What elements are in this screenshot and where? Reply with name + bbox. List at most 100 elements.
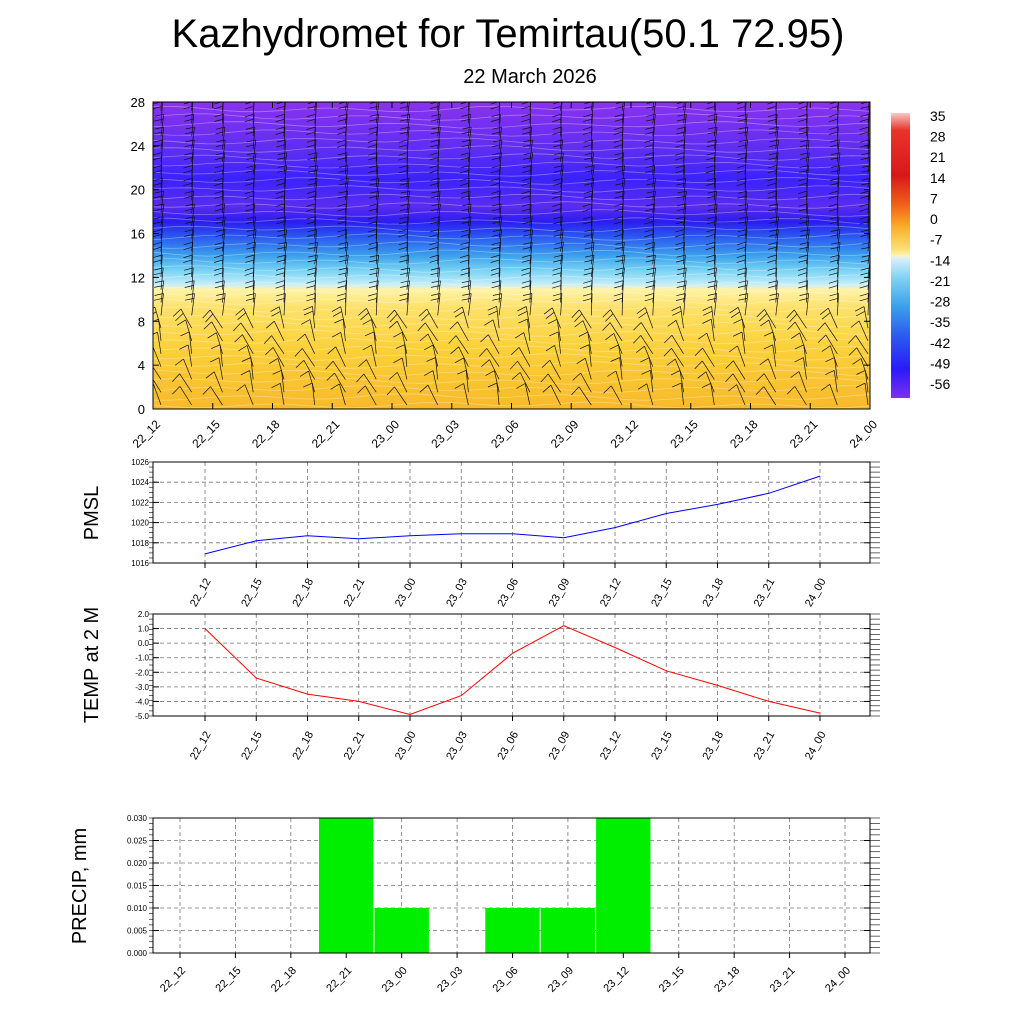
precip-x-tick-label: 22_18 — [269, 965, 299, 995]
pmsl-x-tick-label: 22_15 — [239, 577, 265, 609]
precip-panel: PRECIP, mm 0.000 0.005 0.010 0.015 0.020 0.02… — [69, 814, 880, 995]
colorbar-tick-label: -56 — [930, 376, 950, 392]
wind-barbs — [153, 102, 870, 406]
precip-y-tick-label: 0.030 — [127, 814, 148, 823]
cs-x-tick-label: 23_00 — [369, 417, 403, 451]
pmsl-x-tick-label: 23_00 — [393, 577, 419, 609]
pmsl-x-tick-label: 22_21 — [342, 577, 368, 609]
cs-y-tick-label: 0 — [138, 402, 145, 417]
precip-y-tick-label: 0.020 — [127, 859, 148, 868]
precip-x-tick-label: 22_15 — [213, 965, 243, 995]
precip-x-tick-label: 23_00 — [380, 965, 410, 995]
cs-x-tick-label: 23_12 — [608, 417, 642, 451]
cs-x-tick-label: 22_18 — [249, 417, 283, 451]
colorbar-tick-label: -42 — [930, 335, 950, 351]
colorbar-tick-label: -21 — [930, 273, 950, 289]
colorbar-tick-label: -14 — [930, 252, 950, 268]
page-title: Kazhydromet for Temirtau(50.1 72.95) — [171, 12, 845, 56]
colorbar-scale — [891, 113, 910, 398]
temp-ylabel: TEMP at 2 M — [81, 607, 103, 723]
temp-x-tick-label: 23_15 — [649, 730, 675, 762]
cs-y-tick-label: 12 — [131, 270, 145, 285]
colorbar-tick-label: -35 — [930, 314, 950, 330]
cs-x-tick-label: 23_03 — [428, 417, 462, 451]
cs-x-tick-label: 23_18 — [727, 417, 761, 451]
pmsl-y-tick-label: 1020 — [131, 519, 149, 528]
precip-x-tick-label: 23_03 — [435, 965, 465, 995]
precip-x-tick-label: 24_00 — [823, 965, 853, 995]
cs-x-tick-label: 22_21 — [309, 417, 343, 451]
temp-y-tick-label: 1.0 — [138, 625, 150, 634]
colorbar-tick-label: 21 — [930, 149, 946, 165]
precip-y-tick-label: 0.005 — [127, 927, 148, 936]
pmsl-x-tick-label: 23_18 — [700, 577, 726, 609]
precip-x-tick-label: 22_21 — [324, 965, 354, 995]
colorbar-tick-label: 35 — [930, 108, 946, 124]
pmsl-ylabel: PMSL — [81, 486, 103, 540]
temp-y-tick-label: -1.0 — [135, 654, 149, 663]
cs-y-tick-label: 4 — [138, 358, 145, 373]
temp-y-tick-label: 2.0 — [138, 610, 150, 619]
cs-y-tick-label: 20 — [131, 183, 145, 198]
pmsl-x-tick-label: 23_09 — [547, 577, 573, 609]
temp-y-tick-label: -5.0 — [135, 712, 149, 721]
pmsl-y-tick-label: 1026 — [131, 458, 149, 467]
temp-x-tick-label: 22_15 — [239, 730, 265, 762]
colorbar-tick-label: 0 — [930, 211, 938, 227]
precip-bar — [319, 818, 374, 953]
precip-x-tick-label: 23_21 — [768, 965, 798, 995]
cs-y-tick-label: 16 — [131, 227, 145, 242]
pmsl-series-line — [204, 475, 821, 555]
pmsl-y-tick-label: 1016 — [131, 559, 149, 568]
cs-y-tick-label: 8 — [138, 314, 145, 329]
precip-x-tick-label: 23_09 — [546, 965, 576, 995]
temp-x-tick-label: 23_09 — [547, 730, 573, 762]
temp-panel: TEMP at 2 M -5.0 -4.0 -3.0 -2.0 -1.0 0.0 1.0 2.… — [81, 607, 880, 762]
precip-x-axis: 22_12 22_15 22_18 22_21 23_00 23_03 23_06 23_09… — [158, 965, 853, 995]
precip-y-tick-label: 0.015 — [127, 882, 148, 891]
temp-y-tick-label: -4.0 — [135, 697, 149, 706]
pmsl-x-tick-label: 22_12 — [188, 577, 214, 609]
pmsl-y-tick-label: 1018 — [131, 539, 149, 548]
pmsl-panel: PMSL 1016 1018 1020 1022 1024 1026 22_12 22_15… — [81, 458, 880, 609]
precip-y-tick-label: 0.000 — [127, 949, 148, 958]
temp-y-tick-label: 0.0 — [138, 639, 150, 648]
colorbar-tick-label: 7 — [930, 190, 938, 206]
temperature-field — [153, 102, 870, 409]
precip-x-tick-label: 23_06 — [491, 965, 521, 995]
cross-section-panel: 0 4 8 12 16 20 24 28 22_12 22_15 22_18 22_21 23_00 2… — [130, 95, 881, 451]
temp-x-tick-label: 23_03 — [444, 730, 470, 762]
cs-y-tick-label: 28 — [131, 95, 145, 110]
isotherm-contours — [153, 105, 870, 409]
cs-x-tick-label: 22_12 — [130, 417, 164, 451]
temp-x-tick-label: 23_18 — [700, 730, 726, 762]
temp-x-axis: 22_12 22_15 22_18 22_21 23_00 23_03 23_06 23_09… — [188, 730, 829, 762]
cs-x-tick-label: 23_15 — [667, 417, 701, 451]
precip-x-tick-label: 22_12 — [158, 965, 188, 995]
temp-series-line — [204, 625, 821, 716]
precip-bars — [319, 818, 651, 953]
cs-x-tick-label: 23_21 — [787, 417, 821, 451]
temp-x-tick-label: 22_18 — [290, 730, 316, 762]
colorbar-tick-label: -49 — [930, 355, 950, 371]
pmsl-x-tick-label: 23_15 — [649, 577, 675, 609]
temp-y-tick-label: -3.0 — [135, 683, 149, 692]
temp-x-tick-label: 22_12 — [188, 730, 214, 762]
colorbar-tick-label: 28 — [930, 129, 946, 145]
precip-bar — [596, 818, 651, 953]
precip-bar — [485, 908, 540, 953]
temp-x-tick-label: 23_06 — [495, 730, 521, 762]
temp-x-tick-label: 23_12 — [598, 730, 624, 762]
pmsl-y-tick-label: 1022 — [131, 498, 149, 507]
colorbar: 35 28 21 14 7 0 -7 -14 -21 -28 -35 -42 -49 -56 — [891, 108, 950, 398]
cs-x-tick-label: 24_00 — [847, 417, 881, 451]
temp-x-tick-label: 22_21 — [342, 730, 368, 762]
pmsl-x-tick-label: 23_21 — [752, 577, 778, 609]
cs-x-tick-label: 22_15 — [189, 417, 223, 451]
pmsl-x-axis: 22_12 22_15 22_18 22_21 23_00 23_03 23_06 23_09… — [188, 577, 829, 609]
pmsl-x-tick-label: 23_12 — [598, 577, 624, 609]
precip-ylabel: PRECIP, mm — [69, 828, 91, 944]
precip-x-tick-label: 23_18 — [712, 965, 742, 995]
temp-x-tick-label: 23_21 — [752, 730, 778, 762]
